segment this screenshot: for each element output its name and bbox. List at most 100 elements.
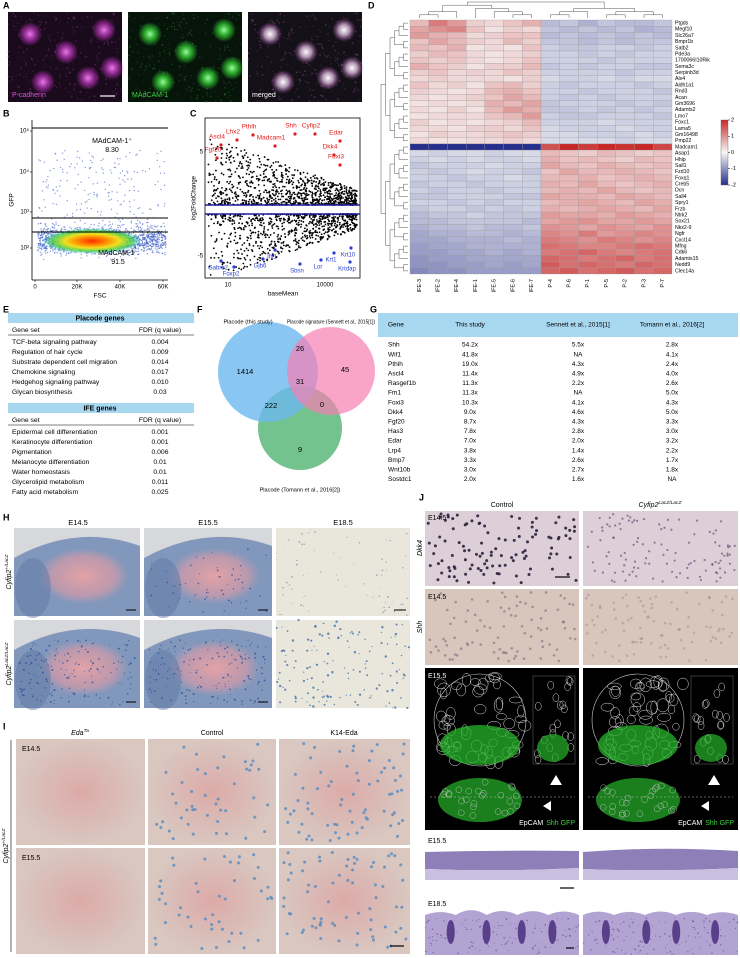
- gene-point: [331, 216, 333, 219]
- gene-point: [318, 231, 321, 234]
- event: [110, 172, 113, 174]
- gene-point: [343, 190, 346, 193]
- gene-point: [259, 224, 261, 226]
- gene-point: [250, 237, 252, 240]
- event: [48, 232, 50, 235]
- gene-point: [212, 190, 215, 192]
- gene-point: [251, 222, 253, 225]
- heatmap-cell: [578, 63, 598, 70]
- event: [129, 151, 131, 154]
- noise: [29, 87, 32, 90]
- heatmap-cell: [428, 162, 448, 169]
- heatmap-cell: [634, 38, 654, 45]
- event: [39, 251, 42, 254]
- event: [65, 254, 67, 256]
- heatmap-cell: [559, 63, 579, 70]
- gene-point: [274, 176, 277, 179]
- gene-point: [207, 163, 210, 166]
- gene-point: [275, 215, 278, 218]
- noise: [7, 64, 10, 66]
- heatmap-cell: [503, 137, 523, 145]
- noise: [261, 74, 264, 76]
- heatmap-cell: [522, 44, 542, 52]
- noise: [136, 61, 139, 64]
- event: [118, 218, 120, 221]
- gene-point: [240, 268, 243, 271]
- noise: [135, 88, 137, 91]
- event: [76, 226, 79, 229]
- noise: [17, 92, 20, 95]
- gene-point: [329, 199, 332, 202]
- gene-point: [226, 180, 229, 183]
- gene-point: [294, 226, 297, 229]
- heatmap-cell: [428, 125, 448, 132]
- heatmap-cell: [596, 112, 617, 120]
- gene-point: [215, 252, 218, 255]
- heatmap-cell: [484, 267, 504, 275]
- gene-point: [321, 225, 324, 228]
- gene-point: [308, 190, 311, 192]
- heatmap-cell: [559, 125, 579, 132]
- gene-label: 1700066I10Rik: [675, 58, 710, 64]
- heatmap-cell: [465, 242, 486, 250]
- gene-point: [287, 196, 290, 198]
- noise: [228, 12, 230, 15]
- gene-point: [230, 173, 233, 176]
- gene-point: [218, 223, 221, 226]
- gene-point: [292, 181, 295, 184]
- gene-point: [241, 199, 244, 201]
- heatmap-cell: [559, 143, 579, 151]
- noise: [319, 43, 321, 45]
- heatmap-cell: [559, 32, 579, 39]
- noise: [110, 41, 113, 44]
- gene-point: [335, 231, 337, 234]
- heatmap-cell: [578, 162, 598, 169]
- noise: [120, 88, 122, 91]
- event: [149, 238, 151, 240]
- event: [148, 208, 151, 210]
- heatmap-cell: [634, 69, 654, 76]
- heatmap-cell: [428, 87, 448, 95]
- gene-point: [244, 258, 247, 261]
- noise: [250, 47, 252, 49]
- heatmap-cell: [503, 50, 523, 58]
- event: [161, 247, 163, 250]
- noise: [239, 26, 241, 29]
- noise: [196, 96, 198, 98]
- gene-point: [314, 199, 317, 202]
- gene-point: [280, 171, 283, 174]
- gene-point: [294, 234, 296, 237]
- noise: [323, 90, 326, 92]
- noise: [164, 46, 166, 48]
- event: [37, 235, 39, 237]
- noise: [185, 22, 188, 24]
- event: [153, 238, 155, 240]
- event: [91, 161, 93, 164]
- gene-point: [214, 159, 217, 162]
- gene-point: [305, 198, 308, 201]
- gene-label: Sall4: [675, 194, 687, 200]
- highlight-point: [338, 163, 342, 167]
- gene-label: Cyfip2: [302, 123, 321, 130]
- gene-point: [337, 219, 340, 221]
- noise: [165, 95, 168, 98]
- event: [106, 254, 108, 257]
- gene-point: [280, 235, 283, 237]
- event: [44, 247, 47, 250]
- event: [111, 223, 114, 225]
- heatmap-cell: [522, 261, 542, 268]
- heatmap-cell: [615, 242, 635, 250]
- spot: [138, 22, 162, 46]
- gene-point: [301, 183, 304, 186]
- gene-label: Satb2: [675, 45, 689, 51]
- heatmap-cell: [428, 106, 448, 114]
- gene-point: [266, 199, 269, 201]
- noise: [158, 12, 160, 14]
- noise: [318, 28, 320, 30]
- gene-point: [235, 197, 238, 199]
- gene-point: [229, 180, 232, 183]
- gene-point: [297, 221, 300, 224]
- noise: [141, 16, 143, 19]
- noise: [309, 15, 311, 17]
- gene-point: [289, 199, 291, 202]
